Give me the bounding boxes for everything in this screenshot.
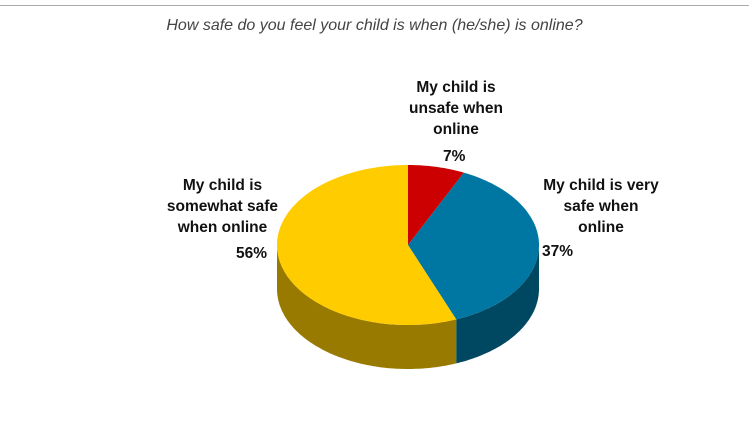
slice-label: My child is somewhat safe when online: [166, 177, 279, 236]
slice: [408, 165, 464, 245]
slice: [277, 165, 457, 325]
slice-label: My child is very safe when online: [543, 177, 659, 236]
slice-side: [456, 245, 539, 364]
slice: [408, 172, 539, 320]
value-label: 7%: [443, 148, 466, 165]
chart-title: How safe do you feel your child is when …: [166, 17, 583, 34]
slice-label: My child is unsafe when online: [409, 79, 503, 138]
rule: [0, 5, 749, 6]
slice-side: [277, 245, 457, 369]
value-label: 37%: [542, 243, 574, 260]
value-label: 56%: [236, 245, 268, 262]
